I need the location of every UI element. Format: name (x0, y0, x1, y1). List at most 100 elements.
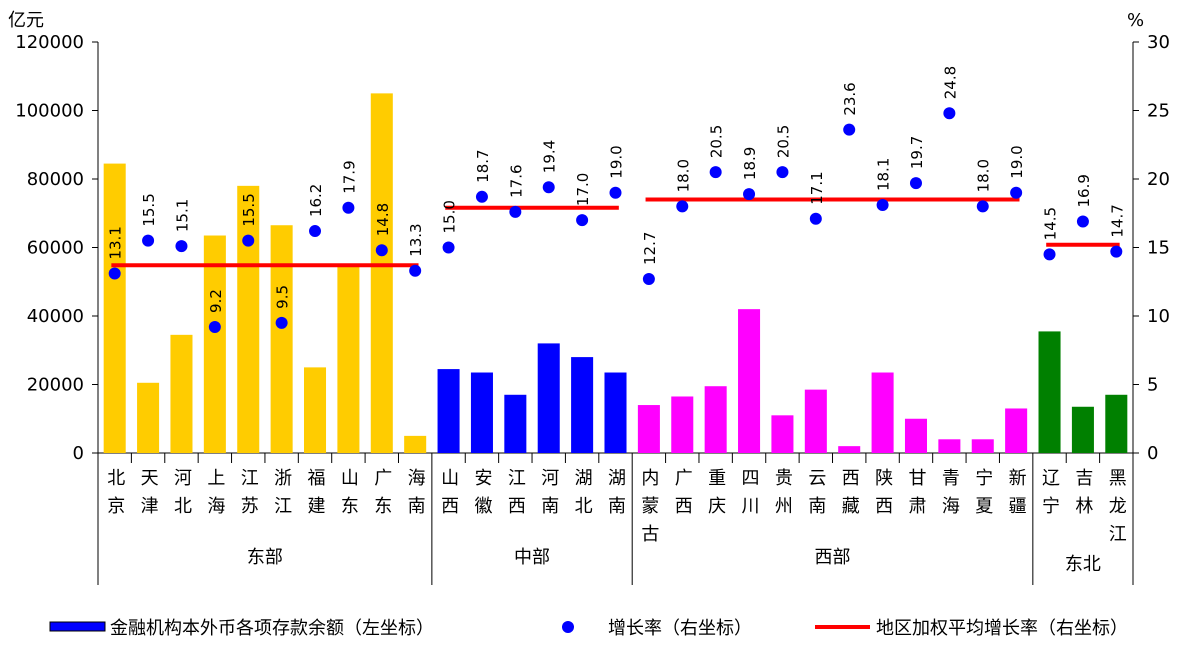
data-label: 17.1 (808, 171, 826, 204)
data-label: 15.1 (173, 199, 191, 232)
x-tick-label: 甘肃 (905, 468, 926, 524)
growth-dot (208, 320, 221, 333)
data-label: 13.1 (107, 226, 125, 259)
data-label: 16.9 (1075, 174, 1093, 207)
growth-dot (776, 166, 789, 179)
y2-axis-label: % (1127, 10, 1144, 31)
x-tick-label: 江苏 (238, 468, 259, 524)
data-label: 23.6 (841, 82, 859, 115)
growth-dot (1043, 248, 1056, 261)
x-tick-label: 上海 (204, 468, 225, 524)
growth-dot (709, 166, 722, 179)
growth-dot (108, 267, 121, 280)
y-tick-label: 0 (73, 443, 84, 464)
bar (404, 435, 427, 453)
x-tick-label: 山西 (438, 468, 459, 524)
region-label: 西部 (815, 547, 851, 568)
data-label: 20.5 (708, 125, 726, 158)
bar (537, 343, 560, 453)
bar (738, 309, 761, 453)
y2-tick-label: 20 (1147, 169, 1170, 190)
data-label: 9.2 (207, 289, 225, 313)
x-tick-label: 四川 (739, 468, 760, 524)
x-tick-label: 贵州 (772, 468, 793, 524)
x-tick-label: 内蒙古 (638, 468, 659, 552)
data-label: 18.1 (875, 158, 893, 191)
data-label: 18.9 (741, 147, 759, 180)
data-label: 18.0 (975, 159, 993, 192)
bar (704, 386, 727, 453)
data-label: 18.7 (474, 149, 492, 182)
y-tick-label: 100000 (15, 101, 84, 122)
bar (971, 439, 994, 453)
x-tick-label: 吉林 (1072, 468, 1093, 524)
data-label: 20.5 (774, 125, 792, 158)
bar (203, 235, 226, 453)
bar (904, 418, 928, 453)
region-label: 中部 (514, 547, 550, 568)
y2-tick-label: 15 (1147, 238, 1170, 259)
x-tick-label: 青海 (939, 468, 960, 524)
data-label: 14.5 (1042, 207, 1060, 240)
bar (938, 439, 961, 453)
data-label: 16.2 (307, 184, 325, 217)
data-label: 19.0 (608, 145, 626, 178)
growth-dot (375, 244, 388, 257)
x-tick-label: 江西 (505, 468, 526, 524)
growth-dot (843, 123, 856, 136)
region-label: 东部 (247, 547, 283, 568)
growth-dot (409, 264, 422, 277)
data-label: 15.5 (140, 193, 158, 226)
growth-dot (309, 225, 322, 238)
y-tick-label: 60000 (27, 238, 84, 259)
growth-dot (1010, 186, 1023, 199)
y-axis-label: 亿元 (8, 10, 44, 31)
x-tick-label: 安徽 (471, 468, 492, 524)
growth-dot (342, 201, 355, 214)
growth-dot (676, 200, 689, 213)
x-tick-label: 河北 (171, 468, 192, 524)
growth-dot (976, 200, 989, 213)
bar (303, 367, 327, 453)
data-label: 19.4 (541, 140, 559, 173)
bar (103, 163, 126, 453)
x-tick-label: 广东 (371, 468, 392, 524)
y2-tick-label: 5 (1147, 375, 1158, 396)
x-tick-label: 陕西 (872, 468, 893, 524)
growth-dot (743, 188, 756, 201)
data-label: 14.7 (1108, 204, 1126, 237)
legend-swatch (49, 621, 106, 632)
legend-label: 增长率（右坐标） (608, 618, 752, 639)
growth-dot (909, 177, 922, 190)
data-label: 17.6 (507, 164, 525, 197)
growth-dot (475, 190, 488, 203)
growth-dot (442, 241, 455, 254)
x-tick-label: 海南 (405, 468, 426, 524)
bar (804, 389, 827, 453)
x-tick-label: 辽宁 (1039, 468, 1060, 524)
bar (370, 93, 393, 453)
growth-dot (1110, 245, 1123, 258)
x-tick-label: 湖南 (605, 468, 626, 524)
x-tick-label: 重庆 (705, 468, 726, 524)
x-tick-label: 广西 (672, 468, 693, 524)
bar (604, 372, 627, 453)
bar (337, 264, 360, 453)
growth-dot (809, 212, 822, 225)
data-label: 13.3 (407, 223, 425, 256)
growth-dot (242, 234, 255, 247)
x-tick-label: 湖北 (572, 468, 593, 524)
growth-dot (943, 107, 956, 120)
x-tick-label: 河南 (538, 468, 559, 524)
bar (137, 382, 160, 453)
growth-dot (642, 273, 655, 286)
bar (871, 372, 894, 453)
bar (270, 225, 293, 453)
bar (1071, 406, 1094, 453)
data-label: 12.7 (641, 232, 659, 265)
data-label: 15.5 (240, 193, 258, 226)
data-label: 17.9 (340, 160, 358, 193)
growth-dot (542, 181, 555, 194)
legend-swatch (562, 621, 574, 633)
